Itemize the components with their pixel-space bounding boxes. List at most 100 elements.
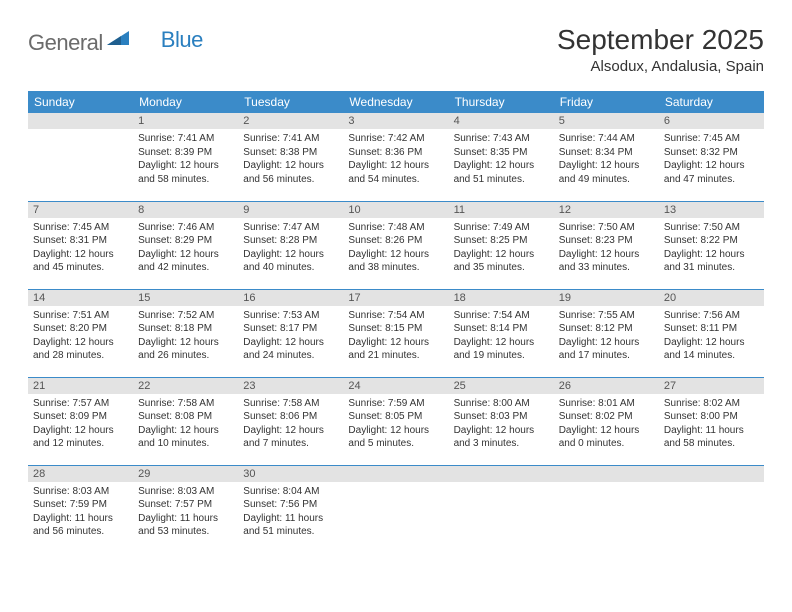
day-number: 21 xyxy=(28,378,133,394)
day-info-line: Daylight: 12 hours and 51 minutes. xyxy=(454,159,549,186)
day-content: Sunrise: 8:04 AMSunset: 7:56 PMDaylight:… xyxy=(238,482,343,543)
calendar-day-cell: 20Sunrise: 7:56 AMSunset: 8:11 PMDayligh… xyxy=(659,289,764,377)
day-header: Thursday xyxy=(449,91,554,113)
day-info-line: Sunrise: 7:45 AM xyxy=(33,221,128,235)
day-number: 14 xyxy=(28,290,133,306)
calendar-day-cell: 30Sunrise: 8:04 AMSunset: 7:56 PMDayligh… xyxy=(238,465,343,553)
calendar-day-cell: 8Sunrise: 7:46 AMSunset: 8:29 PMDaylight… xyxy=(133,201,238,289)
day-info-line: Sunrise: 7:52 AM xyxy=(138,309,233,323)
day-number: 22 xyxy=(133,378,238,394)
calendar-day-cell xyxy=(659,465,764,553)
calendar-day-cell: 3Sunrise: 7:42 AMSunset: 8:36 PMDaylight… xyxy=(343,113,448,201)
day-info-line: Sunset: 8:11 PM xyxy=(664,322,759,336)
day-number: 26 xyxy=(554,378,659,394)
day-info-line: Daylight: 12 hours and 47 minutes. xyxy=(664,159,759,186)
calendar-week-row: 7Sunrise: 7:45 AMSunset: 8:31 PMDaylight… xyxy=(28,201,764,289)
day-number: 20 xyxy=(659,290,764,306)
day-content: Sunrise: 7:50 AMSunset: 8:23 PMDaylight:… xyxy=(554,218,659,279)
day-info-line: Sunrise: 7:55 AM xyxy=(559,309,654,323)
day-info-line: Sunset: 8:03 PM xyxy=(454,410,549,424)
day-info-line: Sunset: 8:25 PM xyxy=(454,234,549,248)
day-info-line: Sunset: 8:09 PM xyxy=(33,410,128,424)
day-info-line: Daylight: 12 hours and 45 minutes. xyxy=(33,248,128,275)
day-info-line: Sunrise: 8:03 AM xyxy=(138,485,233,499)
calendar-body: 1Sunrise: 7:41 AMSunset: 8:39 PMDaylight… xyxy=(28,113,764,553)
day-number: 29 xyxy=(133,466,238,482)
calendar-day-cell: 5Sunrise: 7:44 AMSunset: 8:34 PMDaylight… xyxy=(554,113,659,201)
day-info-line: Daylight: 12 hours and 21 minutes. xyxy=(348,336,443,363)
calendar-day-cell: 9Sunrise: 7:47 AMSunset: 8:28 PMDaylight… xyxy=(238,201,343,289)
day-content xyxy=(343,482,448,489)
day-info-line: Sunset: 8:17 PM xyxy=(243,322,338,336)
day-number: 25 xyxy=(449,378,554,394)
day-info-line: Sunset: 7:57 PM xyxy=(138,498,233,512)
day-info-line: Sunset: 8:32 PM xyxy=(664,146,759,160)
day-info-line: Sunrise: 7:49 AM xyxy=(454,221,549,235)
calendar-day-cell: 6Sunrise: 7:45 AMSunset: 8:32 PMDaylight… xyxy=(659,113,764,201)
day-number: 27 xyxy=(659,378,764,394)
day-number: 15 xyxy=(133,290,238,306)
day-number: 12 xyxy=(554,202,659,218)
day-content xyxy=(659,482,764,489)
day-number xyxy=(449,466,554,482)
day-content: Sunrise: 8:00 AMSunset: 8:03 PMDaylight:… xyxy=(449,394,554,455)
day-content: Sunrise: 7:59 AMSunset: 8:05 PMDaylight:… xyxy=(343,394,448,455)
day-info-line: Sunrise: 7:58 AM xyxy=(243,397,338,411)
day-info-line: Daylight: 12 hours and 0 minutes. xyxy=(559,424,654,451)
calendar-day-cell: 24Sunrise: 7:59 AMSunset: 8:05 PMDayligh… xyxy=(343,377,448,465)
day-info-line: Daylight: 12 hours and 10 minutes. xyxy=(138,424,233,451)
calendar-day-cell: 13Sunrise: 7:50 AMSunset: 8:22 PMDayligh… xyxy=(659,201,764,289)
day-info-line: Sunrise: 8:02 AM xyxy=(664,397,759,411)
page-container: General Blue September 2025 Alsodux, And… xyxy=(0,0,792,577)
day-content: Sunrise: 7:51 AMSunset: 8:20 PMDaylight:… xyxy=(28,306,133,367)
day-info-line: Sunrise: 7:41 AM xyxy=(138,132,233,146)
day-content: Sunrise: 7:47 AMSunset: 8:28 PMDaylight:… xyxy=(238,218,343,279)
day-number xyxy=(28,113,133,129)
day-info-line: Sunrise: 7:47 AM xyxy=(243,221,338,235)
day-content: Sunrise: 7:41 AMSunset: 8:39 PMDaylight:… xyxy=(133,129,238,190)
title-block: September 2025 Alsodux, Andalusia, Spain xyxy=(557,24,764,75)
day-info-line: Sunset: 8:02 PM xyxy=(559,410,654,424)
day-info-line: Sunset: 7:59 PM xyxy=(33,498,128,512)
calendar-day-cell: 25Sunrise: 8:00 AMSunset: 8:03 PMDayligh… xyxy=(449,377,554,465)
day-content: Sunrise: 8:02 AMSunset: 8:00 PMDaylight:… xyxy=(659,394,764,455)
day-number: 19 xyxy=(554,290,659,306)
day-info-line: Sunrise: 7:50 AM xyxy=(664,221,759,235)
day-content: Sunrise: 7:58 AMSunset: 8:06 PMDaylight:… xyxy=(238,394,343,455)
day-header: Monday xyxy=(133,91,238,113)
day-info-line: Sunrise: 8:00 AM xyxy=(454,397,549,411)
day-number: 6 xyxy=(659,113,764,129)
day-info-line: Daylight: 11 hours and 53 minutes. xyxy=(138,512,233,539)
day-info-line: Daylight: 12 hours and 28 minutes. xyxy=(33,336,128,363)
day-content xyxy=(28,129,133,136)
day-header: Tuesday xyxy=(238,91,343,113)
day-info-line: Daylight: 12 hours and 5 minutes. xyxy=(348,424,443,451)
day-info-line: Daylight: 12 hours and 14 minutes. xyxy=(664,336,759,363)
day-info-line: Daylight: 12 hours and 49 minutes. xyxy=(559,159,654,186)
day-info-line: Daylight: 11 hours and 51 minutes. xyxy=(243,512,338,539)
day-info-line: Daylight: 12 hours and 24 minutes. xyxy=(243,336,338,363)
day-number: 28 xyxy=(28,466,133,482)
day-number: 24 xyxy=(343,378,448,394)
day-info-line: Sunrise: 7:59 AM xyxy=(348,397,443,411)
calendar-day-cell xyxy=(449,465,554,553)
day-number: 7 xyxy=(28,202,133,218)
day-info-line: Daylight: 12 hours and 31 minutes. xyxy=(664,248,759,275)
calendar-day-cell: 12Sunrise: 7:50 AMSunset: 8:23 PMDayligh… xyxy=(554,201,659,289)
day-info-line: Sunset: 8:28 PM xyxy=(243,234,338,248)
day-info-line: Sunrise: 8:03 AM xyxy=(33,485,128,499)
day-info-line: Sunrise: 7:57 AM xyxy=(33,397,128,411)
day-info-line: Daylight: 12 hours and 7 minutes. xyxy=(243,424,338,451)
day-content: Sunrise: 7:54 AMSunset: 8:15 PMDaylight:… xyxy=(343,306,448,367)
calendar-table: SundayMondayTuesdayWednesdayThursdayFrid… xyxy=(28,91,764,553)
day-info-line: Daylight: 12 hours and 12 minutes. xyxy=(33,424,128,451)
day-content: Sunrise: 7:45 AMSunset: 8:31 PMDaylight:… xyxy=(28,218,133,279)
calendar-day-cell: 16Sunrise: 7:53 AMSunset: 8:17 PMDayligh… xyxy=(238,289,343,377)
day-info-line: Sunrise: 8:01 AM xyxy=(559,397,654,411)
calendar-day-cell: 23Sunrise: 7:58 AMSunset: 8:06 PMDayligh… xyxy=(238,377,343,465)
day-info-line: Sunrise: 8:04 AM xyxy=(243,485,338,499)
day-number: 9 xyxy=(238,202,343,218)
day-number: 18 xyxy=(449,290,554,306)
day-content: Sunrise: 7:43 AMSunset: 8:35 PMDaylight:… xyxy=(449,129,554,190)
day-info-line: Daylight: 12 hours and 33 minutes. xyxy=(559,248,654,275)
